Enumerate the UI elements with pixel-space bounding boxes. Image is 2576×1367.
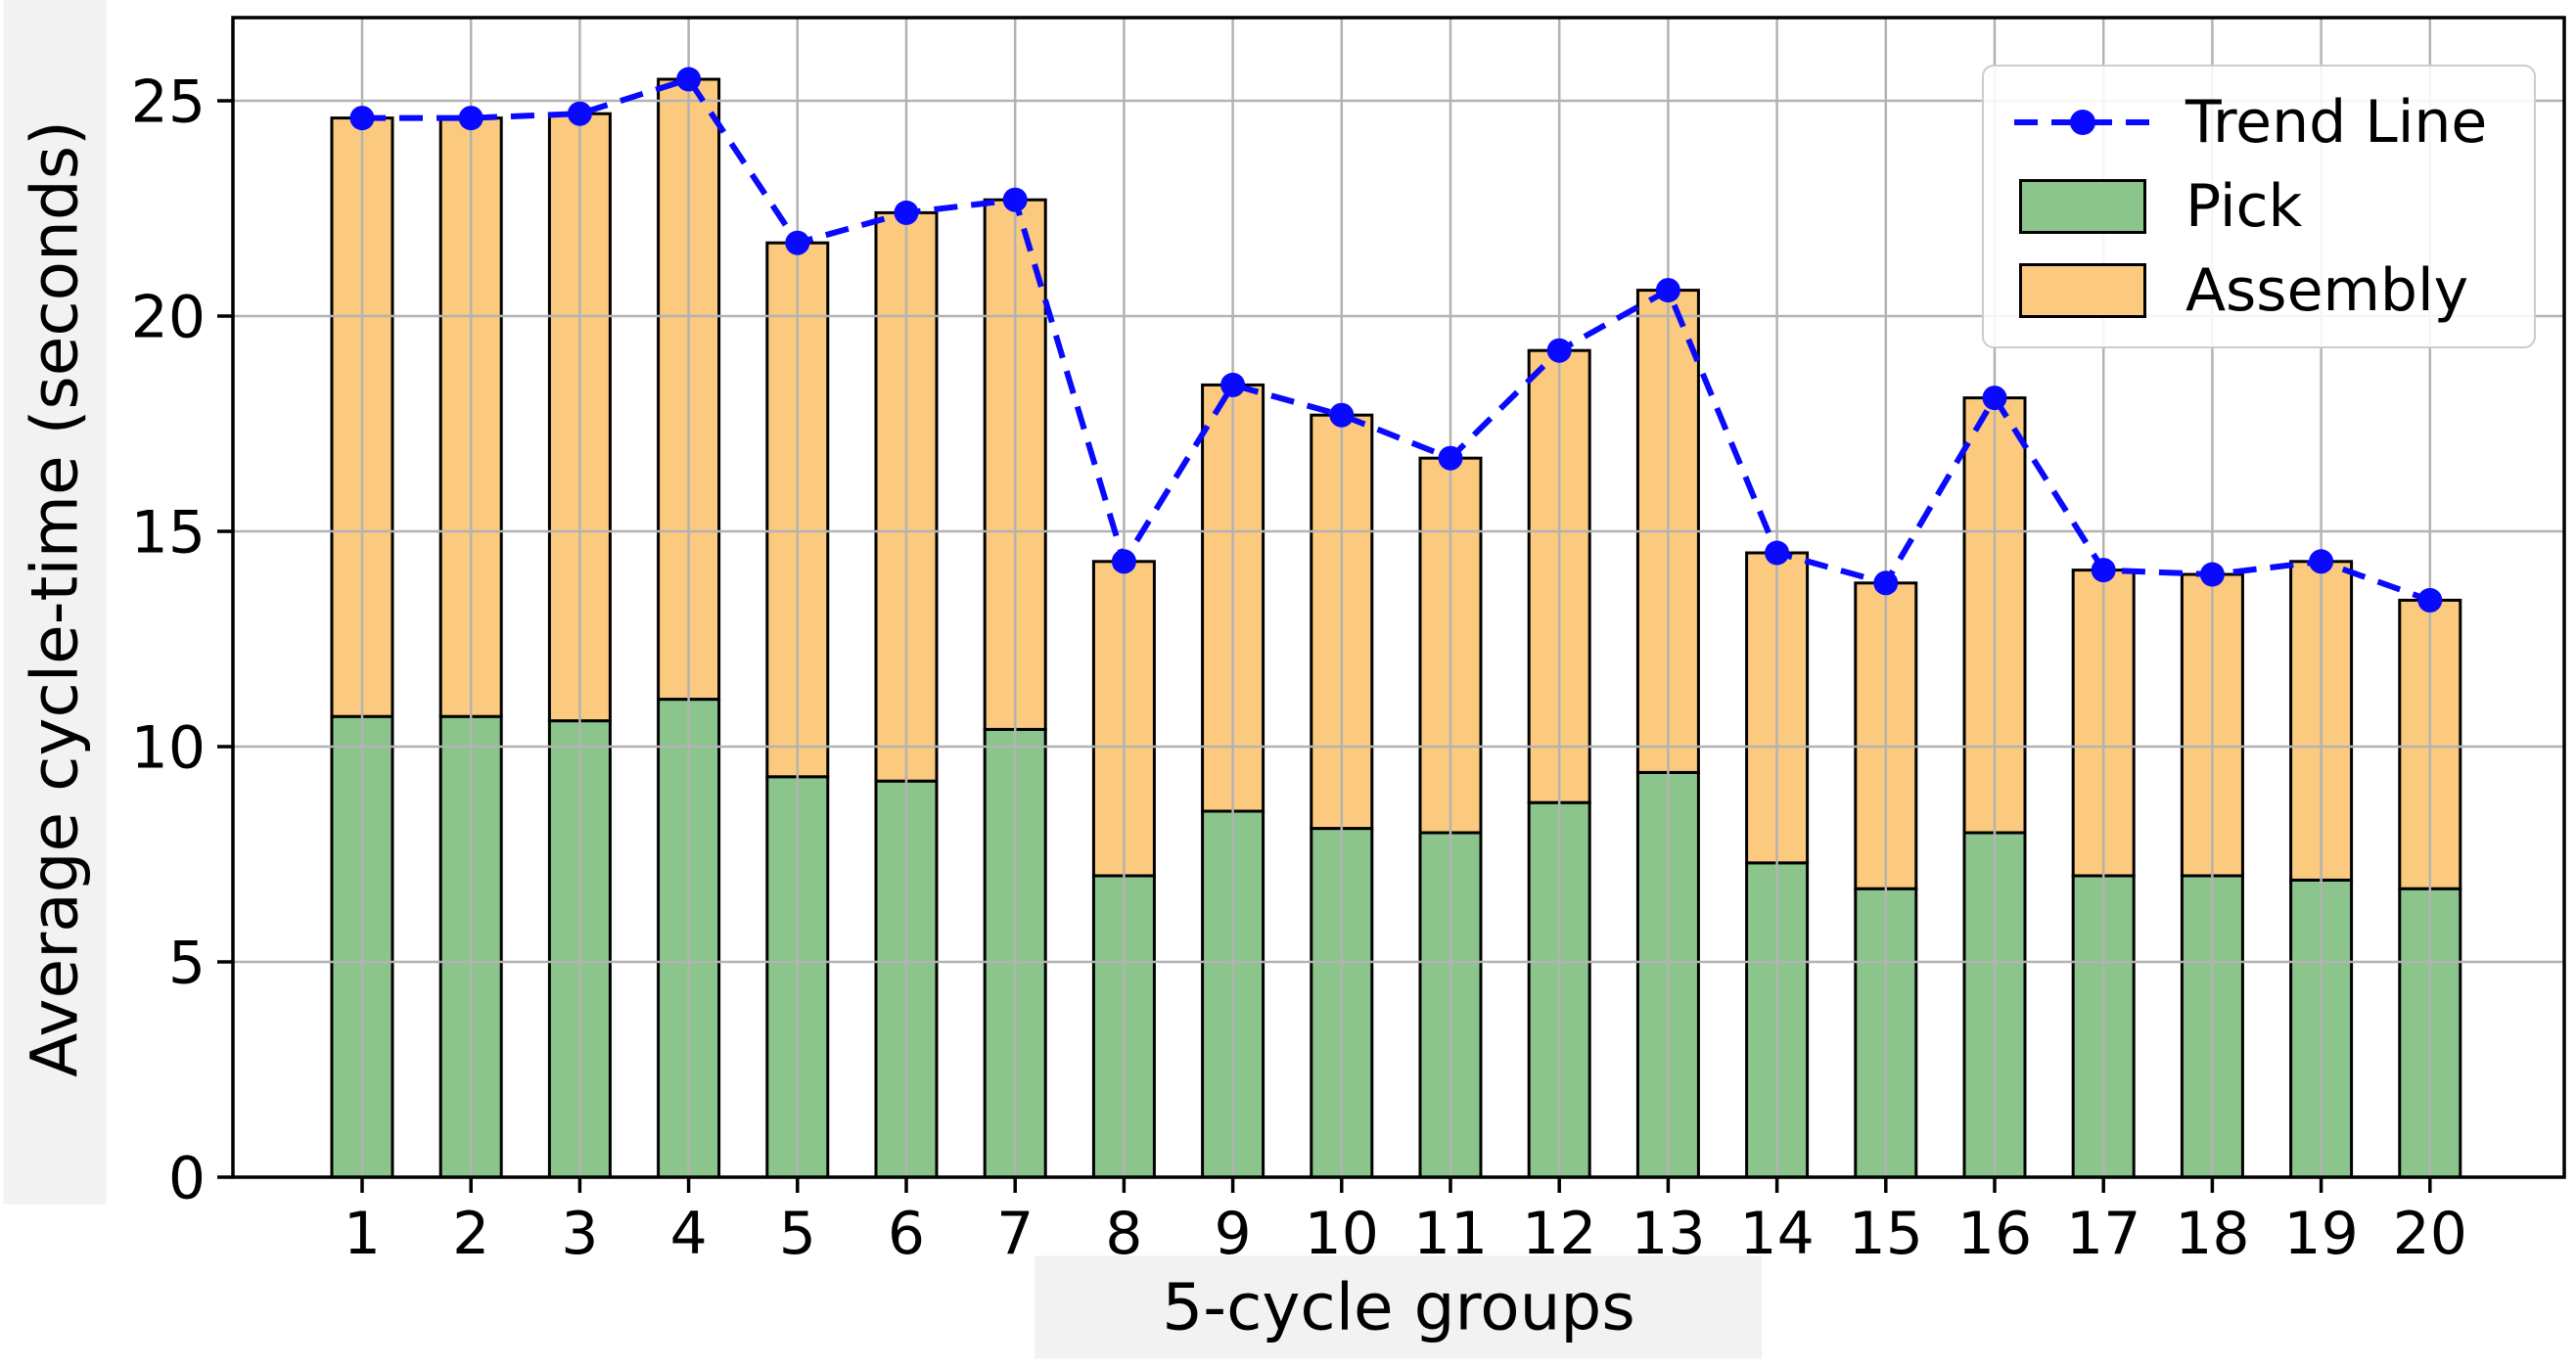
trend-marker bbox=[349, 106, 375, 131]
trend-marker bbox=[1982, 386, 2007, 411]
x-tick-label: 18 bbox=[2175, 1200, 2249, 1268]
y-tick-label: 15 bbox=[131, 499, 206, 568]
plot-border bbox=[231, 16, 2566, 1179]
x-tick-label: 3 bbox=[561, 1200, 598, 1268]
trend-marker bbox=[1873, 570, 1899, 596]
trend-marker bbox=[2199, 562, 2225, 587]
trend-marker bbox=[1546, 338, 1572, 363]
legend-label-assembly: Assembly bbox=[2185, 256, 2469, 325]
legend-label-trend-line: Trend Line bbox=[2185, 88, 2488, 157]
x-tick-label: 2 bbox=[452, 1200, 489, 1268]
trend-marker bbox=[785, 230, 810, 255]
trend-marker bbox=[1111, 549, 1136, 574]
x-tick-label: 5 bbox=[779, 1200, 816, 1268]
x-tick-label: 17 bbox=[2066, 1200, 2140, 1268]
legend-item-trend-line: Trend Line bbox=[2009, 82, 2508, 162]
legend-item-pick: Pick bbox=[2009, 166, 2508, 247]
y-axis-label: Average cycle-time (seconds) bbox=[3, 0, 107, 1205]
assembly-swatch-icon bbox=[2009, 263, 2156, 318]
x-tick-label: 4 bbox=[670, 1200, 708, 1268]
y-tick-label: 20 bbox=[131, 284, 206, 352]
y-tick-label: 5 bbox=[168, 930, 206, 998]
trend-marker bbox=[2309, 549, 2334, 574]
trend-marker bbox=[567, 101, 592, 126]
trend-marker bbox=[1655, 278, 1680, 303]
trend-marker bbox=[458, 106, 483, 131]
x-tick-label: 19 bbox=[2283, 1200, 2358, 1268]
trend-marker bbox=[894, 200, 919, 225]
trend-marker bbox=[1220, 372, 1246, 397]
legend-label-pick: Pick bbox=[2185, 172, 2303, 241]
x-axis-label: 5-cycle groups bbox=[1035, 1255, 1763, 1359]
legend: Trend Line Pick Assembly bbox=[1982, 65, 2536, 348]
trend-line bbox=[362, 76, 2431, 604]
trend-marker bbox=[676, 67, 702, 92]
x-tick-label: 20 bbox=[2393, 1200, 2467, 1268]
y-tick-label: 25 bbox=[131, 68, 206, 137]
trend-marker bbox=[1765, 540, 1790, 566]
pick-swatch-icon bbox=[2009, 179, 2156, 234]
trend-marker bbox=[1002, 187, 1028, 212]
legend-item-assembly: Assembly bbox=[2009, 251, 2508, 331]
trend-marker bbox=[1329, 402, 1355, 428]
x-tick-label: 16 bbox=[1957, 1200, 2032, 1268]
x-tick-label: 15 bbox=[1849, 1200, 1923, 1268]
trend-marker bbox=[2417, 587, 2443, 613]
x-tick-label: 1 bbox=[344, 1200, 381, 1268]
x-tick-label: 6 bbox=[888, 1200, 925, 1268]
trend-marker bbox=[1438, 445, 1463, 471]
x-tick-label: 7 bbox=[996, 1200, 1034, 1268]
trend-marker bbox=[2091, 558, 2116, 583]
trend-line-icon bbox=[2009, 93, 2156, 152]
y-tick-label: 10 bbox=[131, 714, 206, 783]
y-tick-label: 0 bbox=[168, 1145, 206, 1213]
